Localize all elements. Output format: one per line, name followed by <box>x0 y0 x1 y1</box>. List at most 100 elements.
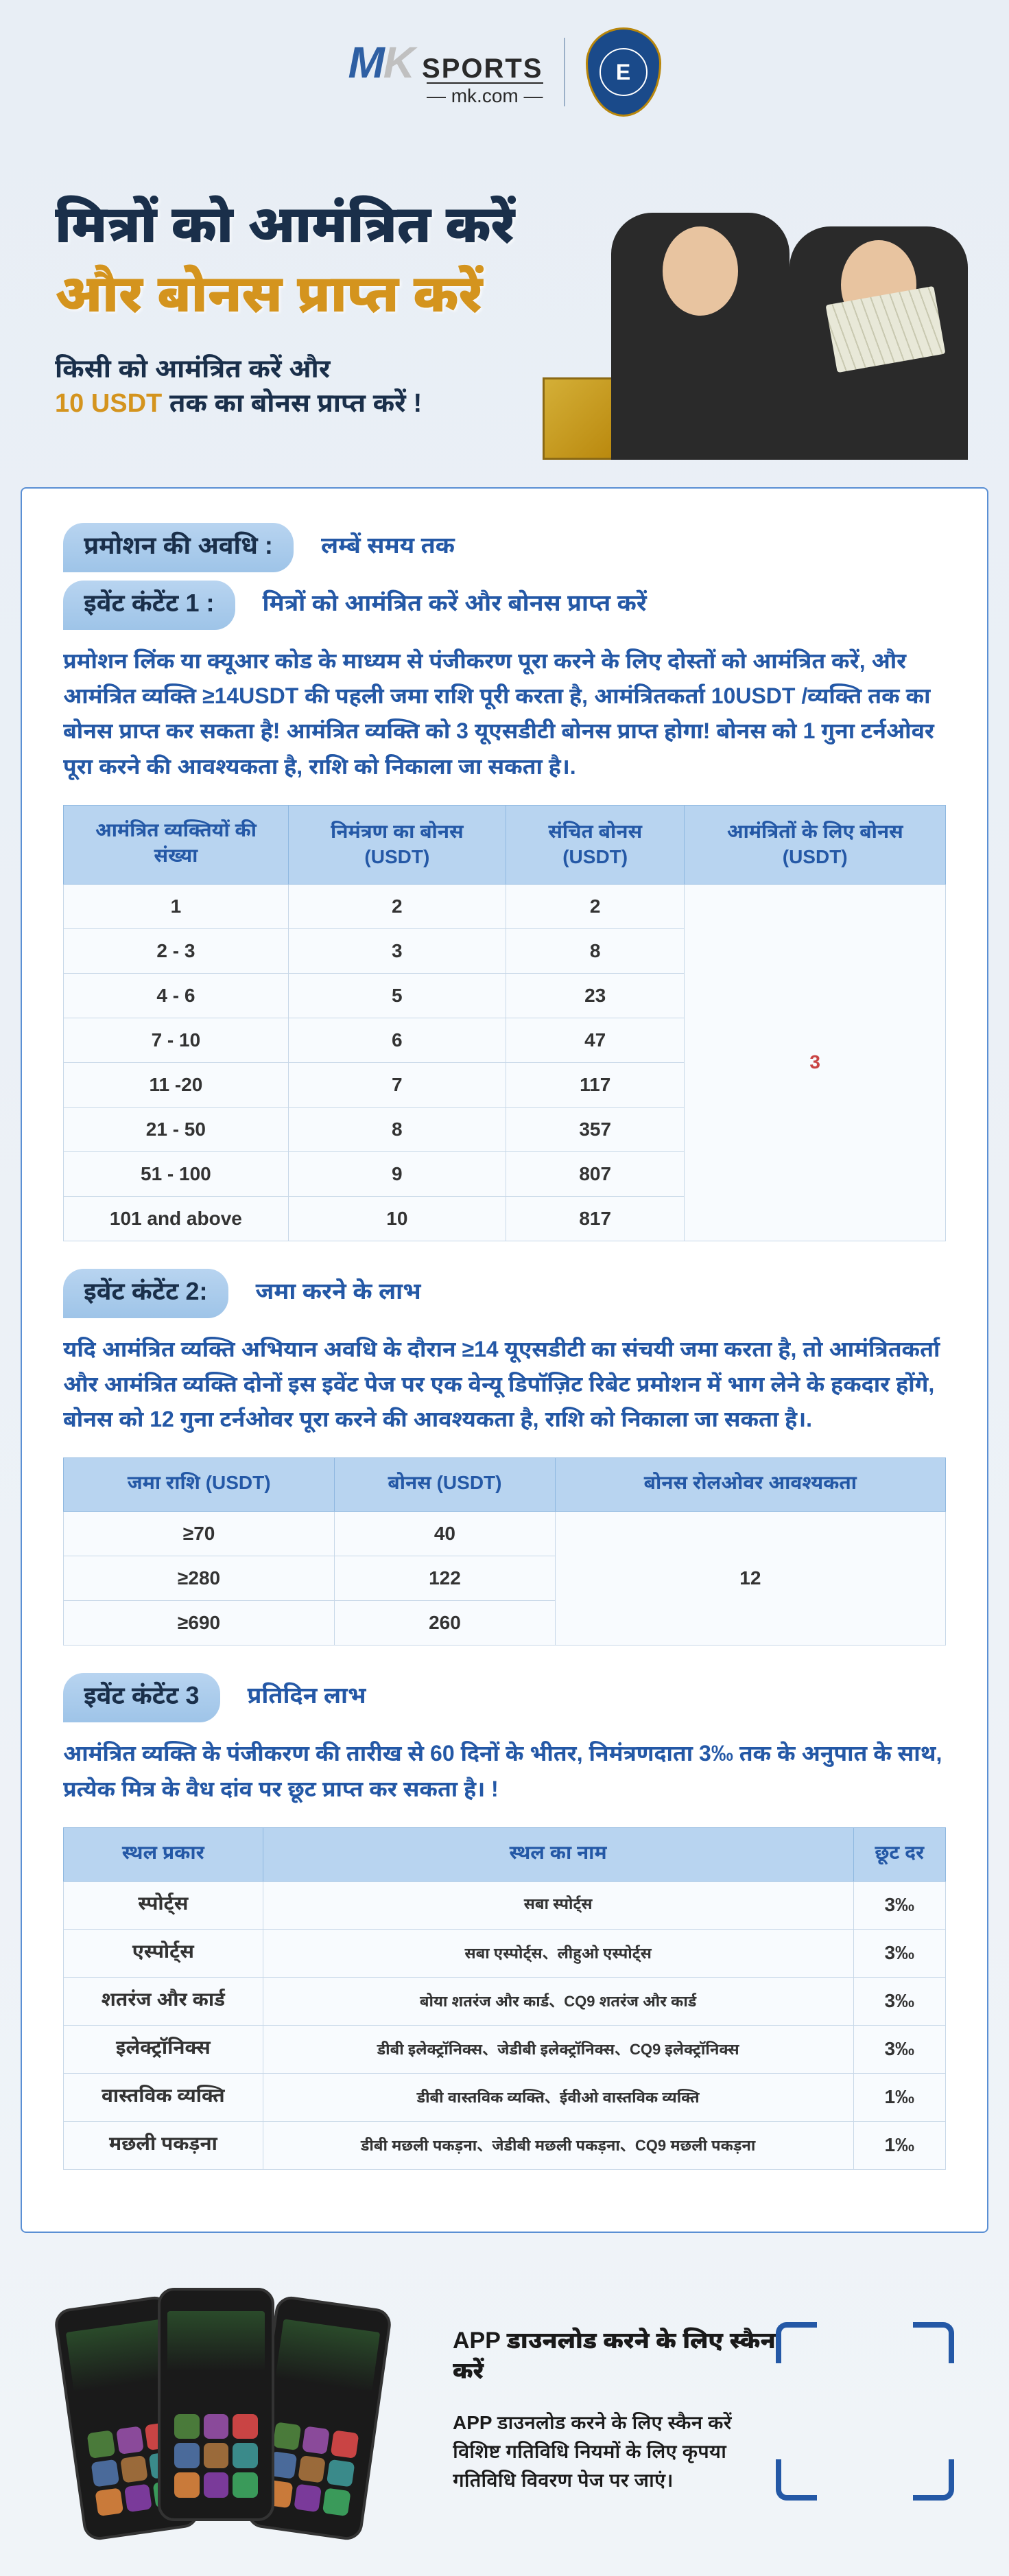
table-cell: 40 <box>335 1512 556 1556</box>
footer-text-block: APP डाउनलोड करने के लिए स्कैन करें APP ड… <box>412 2328 776 2495</box>
header: M K SPORTS — mk.com — E <box>0 0 1009 144</box>
table-cell: 101 and above <box>64 1196 289 1241</box>
app-tile-icon <box>204 2472 229 2498</box>
table-cell: डीबी वास्तविक व्यक्ति、ईवीओ वास्तविक व्यक… <box>263 2073 853 2121</box>
app-tile-icon <box>174 2414 200 2439</box>
logo-mk-sports: M K SPORTS — mk.com — <box>348 37 543 107</box>
hero-sub-1: किसी को आमंत्रित करें और <box>55 354 597 388</box>
hero-sub-2: 10 USDT तक का बोनस प्राप्त करें ! <box>55 388 597 423</box>
table-row: वास्तविक व्यक्तिडीबी वास्तविक व्यक्ति、ईव… <box>64 2073 946 2121</box>
table-header: बोनस (USDT) <box>335 1458 556 1512</box>
table-header: आमंत्रित व्यक्तियों की संख्या <box>64 805 289 884</box>
table-header: निमंत्रण का बोनस (USDT) <box>288 805 506 884</box>
table-cell: वास्तविक व्यक्ति <box>64 2073 263 2121</box>
table-cell: 817 <box>506 1196 684 1241</box>
app-tile-icon <box>120 2455 148 2483</box>
table-cell: 2 <box>288 884 506 928</box>
app-tile-icon <box>233 2472 258 2498</box>
table-cell: 357 <box>506 1107 684 1151</box>
table-cell: 2 - 3 <box>64 928 289 973</box>
table-cell: 3‰ <box>853 1929 945 1977</box>
event3-title: प्रतिदिन लाभ <box>248 1683 366 1713</box>
logo-sports-text: SPORTS <box>422 54 543 84</box>
table-cell: मछली पकड़ना <box>64 2121 263 2169</box>
phone-mockups <box>69 2288 412 2535</box>
table-cell: 1‰ <box>853 2121 945 2169</box>
table-cell: एस्पोर्ट्स <box>64 1929 263 1977</box>
table-cell: 260 <box>335 1601 556 1646</box>
event1-description: प्रमोशन लिंक या क्यूआर कोड के माध्यम से … <box>63 644 946 784</box>
promo-period-value: लम्बें समय तक <box>321 532 455 563</box>
table-discount-rate: स्थल प्रकारस्थल का नामछूट दर स्पोर्ट्ससब… <box>63 1827 946 2170</box>
empoli-crest-icon: E <box>586 27 661 117</box>
table-deposit-bonus: जमा राशि (USDT)बोनस (USDT)बोनस रोलओवर आव… <box>63 1457 946 1646</box>
app-tile-icon <box>322 2487 351 2516</box>
hero-headline-2: और बोनस प्राप्त करें <box>55 264 597 333</box>
table-row: 1223 <box>64 884 946 928</box>
table-cell-merged: 3 <box>685 884 946 1241</box>
hero-sub-2-post: तक का बोनस प्राप्त करें ! <box>162 389 422 418</box>
table-cell: 51 - 100 <box>64 1151 289 1196</box>
table-cell: बोया शतरंज और कार्ड、CQ9 शतरंज और कार्ड <box>263 1977 853 2025</box>
table-row: शतरंज और कार्डबोया शतरंज और कार्ड、CQ9 शत… <box>64 1977 946 2025</box>
event2-badge: इवेंट कंटेंट 2: <box>63 1269 228 1318</box>
table-cell: 6 <box>288 1018 506 1062</box>
app-tile-icon <box>204 2443 229 2468</box>
logo-m-letter: M <box>348 37 383 88</box>
table-cell: 4 - 6 <box>64 973 289 1018</box>
hero-image <box>597 158 968 460</box>
app-tile-icon <box>116 2426 144 2454</box>
table-cell: ≥690 <box>64 1601 335 1646</box>
table-row: मछली पकड़नाडीबी मछली पकड़ना、जेडीबी मछली … <box>64 2121 946 2169</box>
app-tile-icon <box>124 2483 152 2511</box>
table-cell: 1‰ <box>853 2073 945 2121</box>
table-header: संचित बोनस (USDT) <box>506 805 684 884</box>
app-tile-icon <box>91 2459 119 2487</box>
event3-description: आमंत्रित व्यक्ति के पंजीकरण की तारीख से … <box>63 1736 946 1806</box>
phone-icon <box>158 2288 274 2521</box>
hero-text-block: मित्रों को आमंत्रित करें और बोनस प्राप्त… <box>55 195 597 423</box>
table-cell: डीबी इलेक्ट्रॉनिक्स、जेडीबी इलेक्ट्रॉनिक्… <box>263 2025 853 2073</box>
table-row: ≥704012 <box>64 1512 946 1556</box>
table-cell: डीबी मछली पकड़ना、जेडीबी मछली पकड़ना、CQ9 … <box>263 2121 853 2169</box>
event1-badge: इवेंट कंटेंट 1 : <box>63 581 235 630</box>
event2-description: यदि आमंत्रित व्यक्ति अभियान अवधि के दौरा… <box>63 1332 946 1438</box>
table-cell: स्पोर्ट्स <box>64 1881 263 1929</box>
qr-scan-frame <box>776 2322 954 2501</box>
table-header: बोनस रोलओवर आवश्यकता <box>555 1458 945 1512</box>
table-cell: 8 <box>506 928 684 973</box>
table-cell: 47 <box>506 1018 684 1062</box>
table-cell: 11 -20 <box>64 1062 289 1107</box>
table-row: स्पोर्ट्ससबा स्पोर्ट्स3‰ <box>64 1881 946 1929</box>
header-divider <box>564 38 565 106</box>
app-tile-icon <box>95 2487 123 2516</box>
table-cell: शतरंज और कार्ड <box>64 1977 263 2025</box>
table-header: स्थल का नाम <box>263 1827 853 1881</box>
event1-title: मित्रों को आमंत्रित करें और बोनस प्राप्त… <box>263 590 647 620</box>
table-cell: 10 <box>288 1196 506 1241</box>
person-illustration <box>611 213 790 460</box>
app-tile-icon <box>327 2459 355 2487</box>
footer-sub-2: विशिष्ट गतिविधि नियमों के लिए कृपया गतिव… <box>453 2437 776 2495</box>
content-card: प्रमोशन की अवधि : लम्बें समय तक इवेंट कं… <box>21 487 988 2233</box>
hero-section: मित्रों को आमंत्रित करें और बोनस प्राप्त… <box>0 144 1009 487</box>
table-header: स्थल प्रकार <box>64 1827 263 1881</box>
app-tile-icon <box>298 2455 326 2483</box>
app-tile-icon <box>233 2414 258 2439</box>
promo-period-badge: प्रमोशन की अवधि : <box>63 523 294 572</box>
app-tile-icon <box>233 2443 258 2468</box>
table-cell: सबा एस्पोर्ट्स、लीहुओ एस्पोर्ट्स <box>263 1929 853 1977</box>
app-tile-icon <box>331 2430 359 2458</box>
table-cell: सबा स्पोर्ट्स <box>263 1881 853 1929</box>
table-cell: 122 <box>335 1556 556 1601</box>
table-cell: 807 <box>506 1151 684 1196</box>
app-tile-icon <box>273 2422 301 2450</box>
app-tile-icon <box>294 2483 322 2511</box>
app-tile-icon <box>174 2472 200 2498</box>
event2-row: इवेंट कंटेंट 2: जमा करने के लाभ <box>63 1269 946 1318</box>
table-cell: 1 <box>64 884 289 928</box>
app-tile-icon <box>302 2426 330 2454</box>
app-tile-icon <box>87 2430 115 2458</box>
table-header: आमंत्रितों के लिए बोनस (USDT) <box>685 805 946 884</box>
table-cell: 2 <box>506 884 684 928</box>
